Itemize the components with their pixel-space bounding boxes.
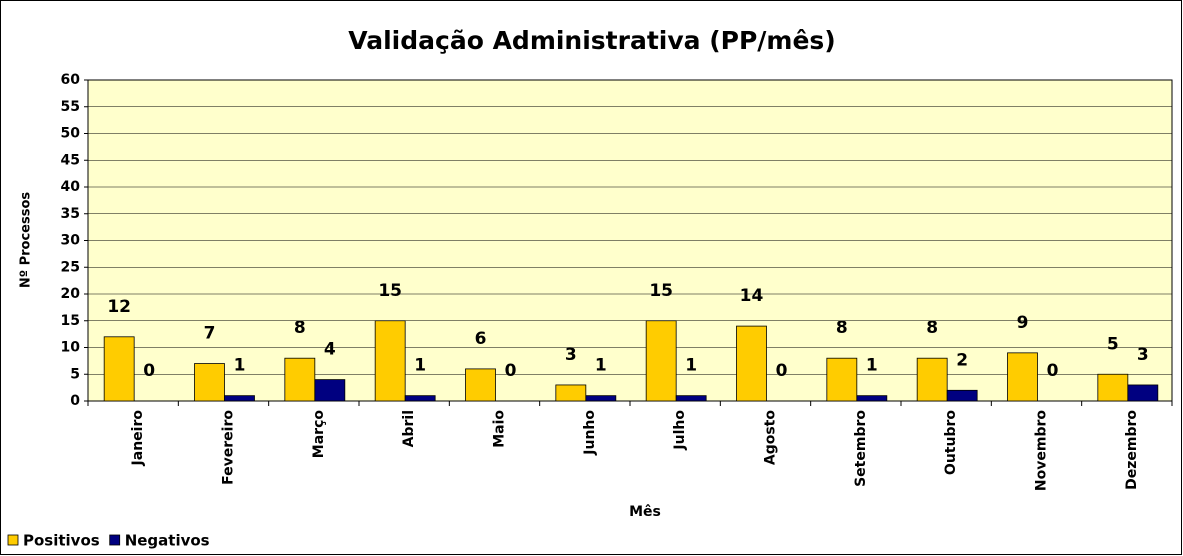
bar — [555, 384, 587, 402]
x-tick-label: Março — [311, 410, 327, 459]
x-tick-label: Novembro — [1034, 410, 1050, 491]
data-label: 1 — [595, 356, 607, 376]
y-tick-label: 50 — [61, 126, 81, 142]
x-tick-label: Julho — [672, 410, 688, 451]
bar — [946, 389, 978, 402]
y-tick-label: 30 — [61, 233, 81, 249]
y-axis-label: Nº Processos — [19, 192, 34, 289]
bar — [465, 368, 496, 402]
bar — [374, 320, 406, 402]
data-label: 0 — [1047, 361, 1059, 381]
y-tick-label: 45 — [61, 152, 80, 168]
data-label: 8 — [836, 318, 848, 338]
data-label: 3 — [565, 345, 577, 365]
legend-label: Positivos — [23, 532, 100, 550]
x-tick-label: Junho — [582, 410, 598, 456]
x-tick-label: Abril — [401, 410, 417, 447]
data-label: 1 — [234, 356, 246, 376]
legend-label: Negativos — [125, 532, 210, 550]
y-tick-label: 15 — [61, 313, 80, 329]
bar — [1127, 384, 1159, 402]
x-tick-label: Agosto — [763, 410, 779, 466]
y-tick-label: 40 — [61, 179, 81, 195]
x-axis-label: Mês — [629, 504, 661, 520]
data-label: 15 — [649, 281, 673, 301]
data-label: 9 — [1017, 313, 1029, 333]
bar — [194, 363, 225, 402]
y-tick-label: 25 — [61, 259, 80, 275]
bar — [675, 395, 707, 402]
bar — [645, 320, 677, 402]
data-label: 0 — [505, 361, 517, 381]
x-tick-label: Dezembro — [1124, 410, 1140, 490]
bar — [224, 395, 255, 402]
x-tick-label: Setembro — [853, 410, 869, 487]
y-tick-label: 5 — [70, 366, 80, 382]
data-label: 3 — [1137, 345, 1149, 365]
x-tick-label: Fevereiro — [221, 410, 237, 485]
data-label: 6 — [475, 329, 487, 349]
data-label: 0 — [776, 361, 788, 381]
chart-title: Validação Administrativa (PP/mês) — [348, 26, 836, 55]
data-label: 15 — [378, 281, 402, 301]
y-tick-label: 60 — [61, 72, 81, 88]
data-label: 1 — [685, 356, 697, 376]
x-tick-label: Janeiro — [130, 410, 146, 467]
x-tick-label: Outubro — [943, 410, 959, 475]
data-label: 1 — [414, 356, 426, 376]
bar — [284, 357, 316, 402]
bar — [314, 379, 346, 402]
bar — [404, 395, 436, 402]
bar — [1007, 352, 1038, 402]
data-label: 12 — [107, 297, 131, 317]
bar — [585, 395, 617, 402]
legend-swatch — [7, 534, 19, 546]
y-tick-label: 0 — [70, 393, 80, 409]
y-tick-label: 10 — [61, 340, 81, 356]
data-label: 0 — [143, 361, 155, 381]
y-tick-label: 55 — [61, 99, 80, 115]
bar — [736, 325, 767, 402]
data-label: 4 — [324, 340, 336, 360]
legend-swatch — [109, 534, 121, 546]
bar — [916, 357, 948, 402]
data-label: 5 — [1107, 334, 1119, 354]
data-label: 2 — [956, 350, 968, 370]
y-tick-label: 35 — [61, 206, 80, 222]
data-label: 14 — [740, 286, 764, 306]
x-tick-label: Maio — [492, 410, 508, 448]
y-tick-label: 20 — [61, 286, 81, 302]
bar — [826, 357, 858, 402]
data-label: 7 — [204, 324, 216, 344]
bar — [856, 395, 888, 402]
data-label: 8 — [294, 318, 306, 338]
data-label: 8 — [926, 318, 938, 338]
bar — [1097, 373, 1129, 402]
data-label: 1 — [866, 356, 878, 376]
bar — [103, 336, 135, 402]
